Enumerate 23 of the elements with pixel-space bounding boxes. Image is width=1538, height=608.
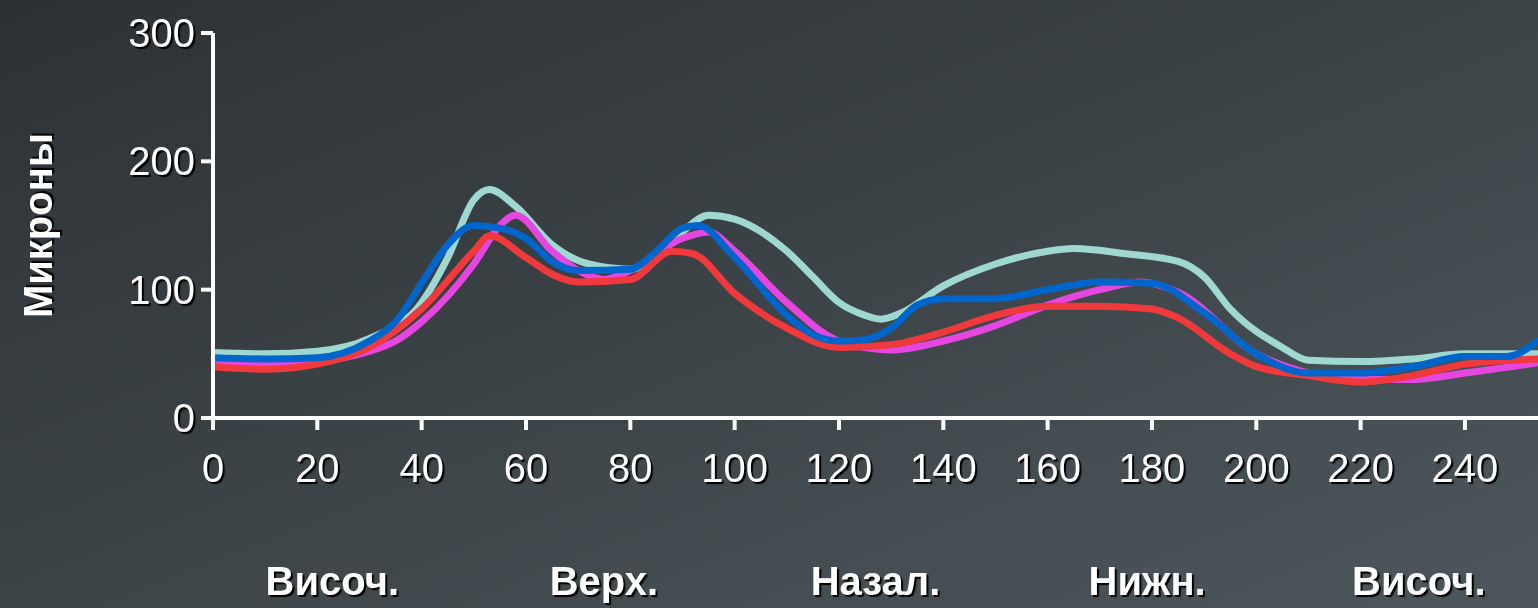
text: Назал. bbox=[810, 559, 941, 603]
x-tick-label: 160 bbox=[1014, 446, 1082, 490]
y-tick-label: 100 bbox=[128, 267, 195, 312]
x-tick-label: 100 bbox=[701, 446, 769, 490]
x-tick-label: 40 bbox=[399, 446, 444, 490]
x-tick-label: 200 bbox=[1222, 446, 1290, 490]
x-tick-label: 240 bbox=[1431, 446, 1499, 490]
y-tick-label: 0 bbox=[172, 396, 195, 440]
x-tick-label: 140 bbox=[909, 446, 977, 490]
y-tick-label: 300 bbox=[128, 11, 195, 55]
x-tick-label: 60 bbox=[503, 446, 549, 490]
text: Височ. bbox=[265, 559, 399, 603]
text: Височ. bbox=[1352, 559, 1486, 603]
y-axis-title: Микроны bbox=[16, 132, 60, 319]
text: Верх. bbox=[549, 559, 659, 603]
text: Нижн. bbox=[1088, 559, 1206, 603]
x-tick-label: 80 bbox=[608, 446, 653, 490]
x-tick-label: 20 bbox=[295, 446, 340, 490]
x-tick-label: 0 bbox=[201, 446, 225, 490]
y-tick-label: 200 bbox=[128, 139, 195, 184]
x-tick-label: 120 bbox=[805, 446, 873, 490]
x-tick-label: 220 bbox=[1327, 446, 1395, 490]
x-tick-label: 180 bbox=[1118, 446, 1186, 490]
